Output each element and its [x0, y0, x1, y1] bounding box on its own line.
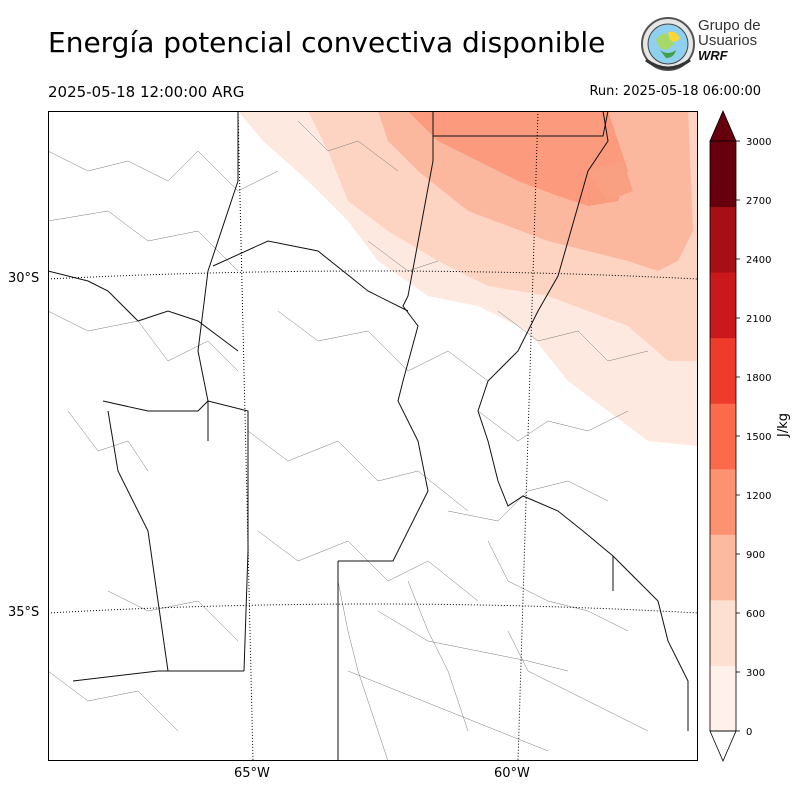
graticule-30s — [48, 270, 698, 280]
graticule-65w — [237, 111, 254, 761]
colorbar-segment — [710, 468, 736, 535]
graticule-60w — [517, 111, 539, 761]
colorbar-segment — [710, 534, 736, 601]
logo-line-2: Usuarios — [698, 32, 758, 49]
globe-icon — [641, 17, 695, 71]
colorbar-tick-label: 1200 — [746, 491, 771, 502]
map-panel[interactable] — [48, 111, 698, 761]
colorbar-segment — [710, 337, 736, 404]
colorbar-segment — [710, 403, 736, 470]
boundaries — [48, 120, 649, 761]
map-title: Energía potencial convectiva disponible — [48, 26, 606, 59]
province-outlines — [48, 111, 689, 761]
colorbar-tick-label: 1800 — [746, 373, 771, 384]
cape-shading — [238, 111, 698, 446]
graticule-35s — [48, 603, 698, 614]
colorbar-segment — [710, 599, 736, 666]
lon-label-65w: 65°W — [234, 766, 270, 781]
colorbar-tick-label: 2100 — [746, 314, 771, 325]
colorbar-unit: J/kg — [776, 413, 791, 437]
colorbar-tick-label: 1500 — [746, 432, 771, 443]
lat-label-35s: 35°S — [8, 605, 40, 620]
colorbar-tick-label: 2400 — [746, 255, 771, 266]
lat-label-30s: 30°S — [8, 271, 40, 286]
colorbar-tick-label: 2700 — [746, 196, 771, 207]
colorbar-tick-label: 300 — [746, 668, 765, 679]
run-time: Run: 2025-05-18 06:00:00 — [589, 84, 761, 99]
colorbar-extend-min — [709, 730, 737, 763]
colorbar-segment — [710, 141, 736, 208]
logo-line-1: Grupo de — [698, 17, 761, 34]
colorbar-tick-label: 900 — [746, 550, 765, 561]
cape-contour-900 — [408, 111, 628, 206]
colorbar-segment — [710, 206, 736, 273]
lon-label-60w: 60°W — [494, 766, 530, 781]
colorbar-tick-label: 600 — [746, 609, 765, 620]
cape-contour-900b — [588, 161, 633, 201]
colorbar-tick-label: 0 — [746, 727, 752, 738]
graticule — [48, 111, 698, 761]
colorbar-segment — [710, 665, 736, 732]
colorbar-extend-max — [709, 109, 737, 142]
colorbar-tick-label: 3000 — [746, 137, 771, 148]
valid-time: 2025-05-18 12:00:00 ARG — [48, 83, 245, 101]
wrf-logo: Grupo de Usuarios WRF — [638, 16, 763, 72]
colorbar: 0 300 600 900 1200 1500 1800 2100 2400 2700 3000 — [709, 109, 771, 763]
logo-line-3: WRF — [698, 48, 728, 63]
colorbar-segment — [710, 272, 736, 339]
